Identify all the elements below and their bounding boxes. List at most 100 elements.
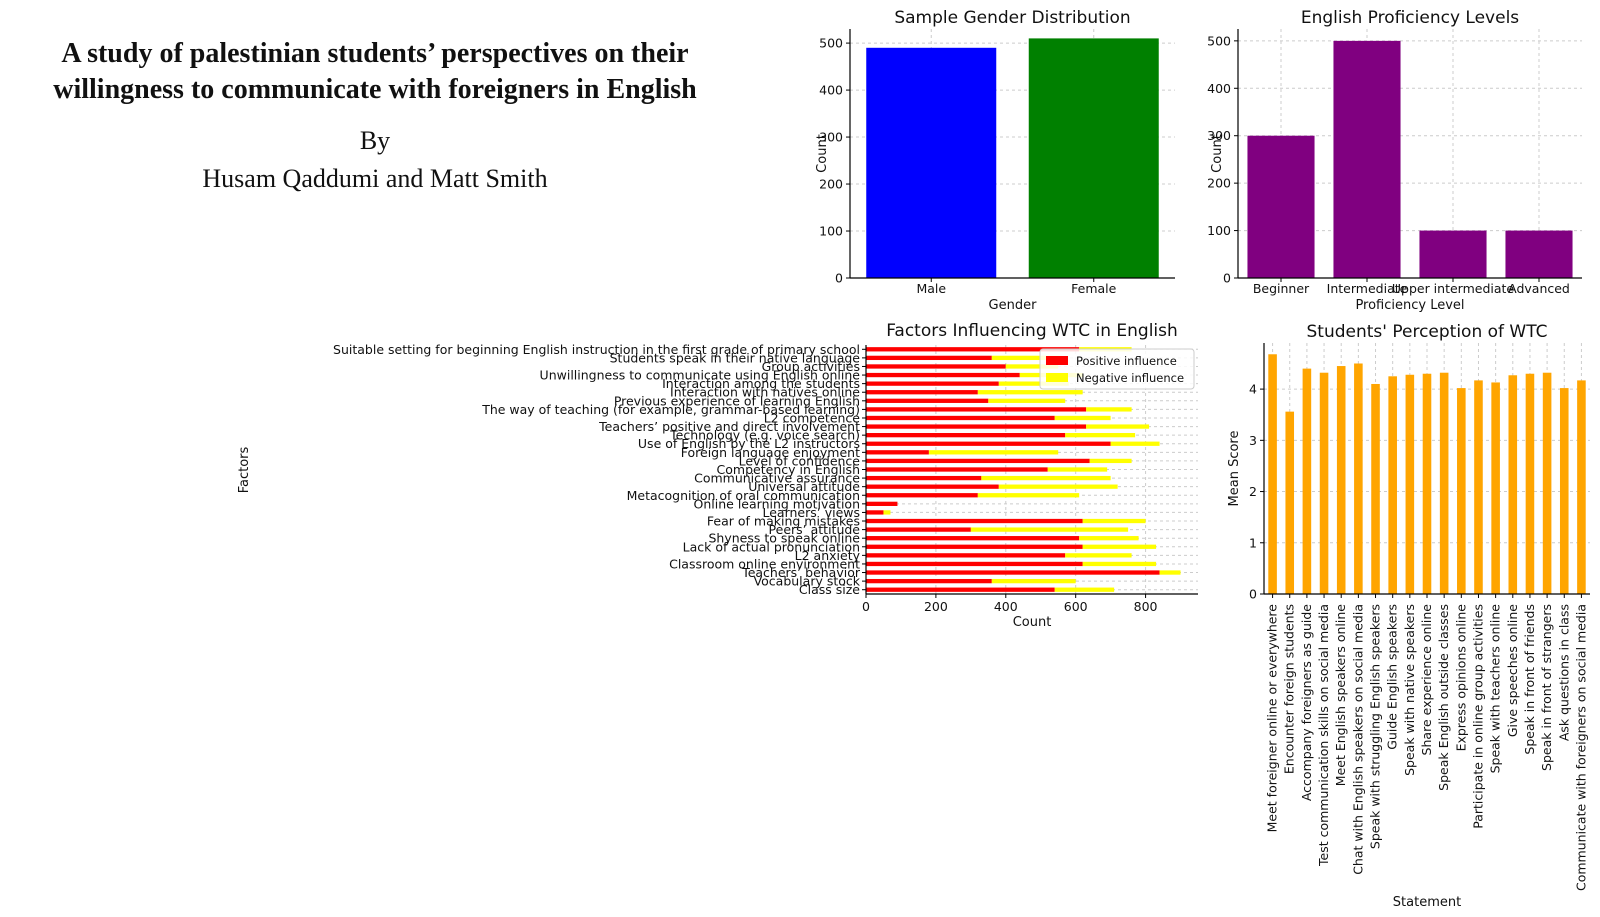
y-tick-label: 300	[819, 130, 843, 145]
y-tick-label: 300	[1207, 128, 1231, 143]
y-tick-label: 3	[1249, 433, 1257, 448]
factor-label: Students speak in their native language	[610, 350, 861, 365]
x-tick-label: Speak in front of strangers	[1539, 604, 1554, 771]
x-tick-label: Speak in front of friends	[1522, 604, 1537, 755]
x-tick-label: Ask questions in class	[1556, 604, 1571, 741]
bar	[1439, 372, 1449, 594]
factor-label: The way of teaching (for example, gramma…	[481, 402, 860, 417]
bar	[1559, 388, 1569, 594]
factor-label: Universal attitude	[748, 479, 860, 494]
bar	[1525, 373, 1535, 594]
y-tick-label: 100	[1207, 223, 1231, 238]
bar-negative	[1079, 536, 1139, 541]
factor-label: Use of English by the L2 instructors	[638, 436, 860, 451]
factor-label: Metacognition of oral communication	[627, 488, 860, 503]
bar-positive	[866, 450, 929, 455]
y-tick-label: 400	[1207, 81, 1231, 96]
x-tick-label: Speak with struggling English speakers	[1368, 604, 1383, 849]
bar	[1388, 376, 1397, 594]
factor-label: Interaction among the students	[662, 376, 860, 391]
factor-label: Online learning motivation	[694, 496, 860, 511]
bar-positive	[866, 475, 982, 481]
factor-label: L2 competence	[764, 410, 861, 425]
bar-negative	[977, 390, 1083, 395]
paper-by-line: By	[359, 126, 391, 155]
y-axis-label: Factors	[237, 446, 252, 493]
bar-positive	[866, 467, 1048, 472]
bar-negative	[991, 578, 1076, 584]
bar	[1354, 363, 1363, 594]
bar-negative	[1086, 424, 1150, 429]
bar-positive	[866, 561, 1083, 567]
factor-label: Communicative assurance	[694, 471, 860, 486]
y-tick-label: 0	[1223, 271, 1231, 286]
y-axis-label: Count	[815, 134, 830, 173]
bar-negative	[998, 381, 1069, 386]
factor-label: Unwillingness to communicate using Engli…	[540, 368, 861, 383]
chart-title: Students' Perception of WTC	[1307, 322, 1548, 342]
x-tick-label: Encounter foreign students	[1282, 604, 1297, 774]
bar	[1508, 375, 1518, 594]
bar-negative	[1054, 587, 1115, 592]
bar-negative	[991, 355, 1062, 361]
bar-negative	[998, 484, 1118, 489]
bar	[1419, 230, 1487, 278]
x-tick-label: Advanced	[1508, 281, 1570, 296]
x-tick-label: Test communication skills on social medi…	[1316, 604, 1331, 867]
x-axis-label: Statement	[1393, 895, 1461, 910]
bar-negative	[1082, 544, 1157, 549]
bar	[1302, 368, 1312, 594]
bar-positive	[866, 355, 992, 361]
bar-positive	[866, 407, 1087, 412]
factor-label: Technology (e.g. voice search)	[669, 428, 860, 443]
factor-label: Teachers’ positive and direct involvemen…	[598, 419, 860, 434]
y-tick-label: 0	[1249, 587, 1257, 602]
bar-positive	[866, 578, 992, 584]
y-tick-label: 0	[835, 271, 843, 286]
factor-label: Group activities	[762, 359, 860, 374]
y-tick-label: 1	[1249, 535, 1257, 550]
bar-negative	[1082, 561, 1157, 567]
x-tick-label: Speak with teachers online	[1488, 604, 1503, 774]
x-tick-label: Beginner	[1253, 281, 1310, 296]
bar-positive	[866, 501, 898, 506]
y-axis-label: Count	[1210, 134, 1225, 173]
x-tick-label: Share experience online	[1419, 604, 1434, 756]
factor-label: Class size	[799, 582, 860, 597]
bar-negative	[1065, 553, 1132, 558]
x-axis-label: Count	[1013, 615, 1052, 630]
x-tick-label: 0	[862, 599, 870, 614]
chart-title: Factors Influencing WTC in English	[886, 321, 1178, 341]
factor-label: Shyness to speak online	[708, 531, 860, 546]
legend-swatch-positive	[1046, 356, 1068, 365]
factor-label: Suitable setting for beginning English i…	[333, 342, 860, 357]
bar-positive	[866, 544, 1083, 549]
bar	[1542, 372, 1552, 594]
bar	[1268, 354, 1277, 594]
bar-negative	[1047, 467, 1108, 472]
y-tick-label: 400	[819, 83, 843, 98]
bar-positive	[866, 553, 1066, 558]
factor-label: Level of confidence	[739, 453, 861, 468]
bar-negative	[928, 450, 1059, 455]
x-tick-label: Female	[1071, 281, 1117, 296]
x-tick-label: Speak with native speakers	[1402, 604, 1417, 776]
factor-label: Lack of actual pronunciation	[683, 539, 860, 554]
factor-label: Interaction with natives online	[670, 385, 860, 400]
y-tick-label: 2	[1249, 484, 1257, 499]
bar-negative	[1159, 570, 1181, 575]
bar-negative	[1086, 407, 1132, 412]
y-tick-label: 100	[819, 224, 843, 239]
factor-label: Foreign language enjoyment	[681, 445, 860, 460]
bar-positive	[866, 527, 971, 532]
bar-positive	[866, 364, 1006, 369]
bar-positive	[866, 347, 1080, 352]
x-tick-label: Accompany foreigners as guide	[1299, 604, 1314, 801]
legend-swatch-negative	[1046, 373, 1068, 382]
bar	[1405, 374, 1415, 594]
bar-negative	[977, 493, 1080, 498]
bar	[1028, 38, 1159, 278]
factor-label: Learners’ views	[762, 505, 860, 520]
